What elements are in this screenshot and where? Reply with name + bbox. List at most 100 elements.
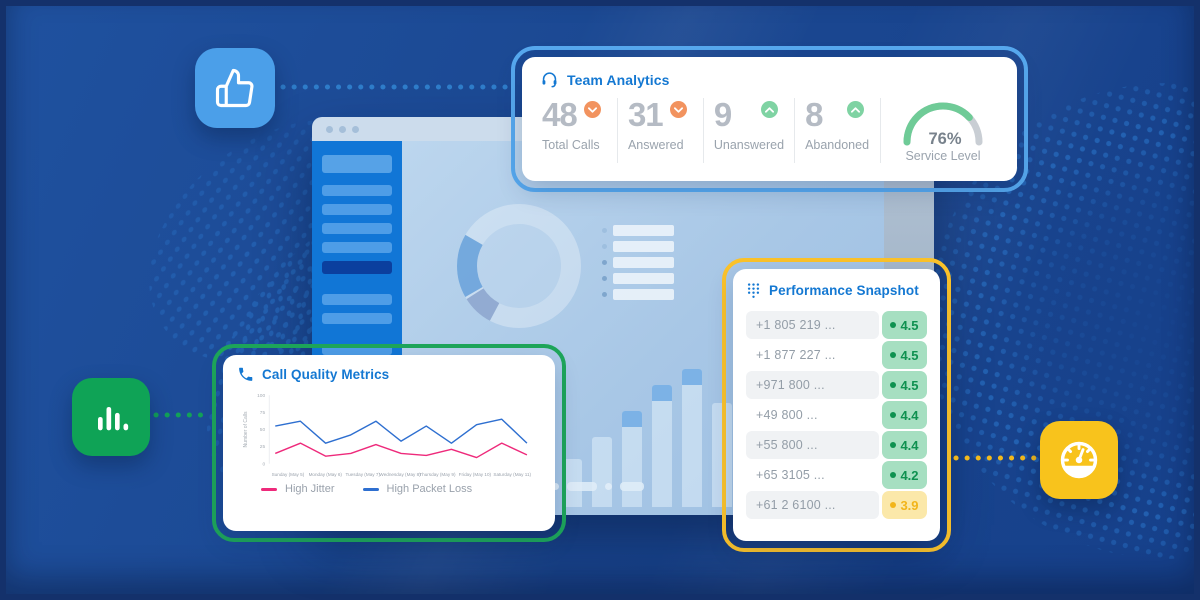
status-dot-icon (890, 322, 897, 328)
performance-row: +1 877 227 ... 4.5 (746, 341, 927, 369)
stat-label: Unanswered (713, 138, 785, 152)
stat-label: Service Level (905, 149, 981, 163)
bullet-icon (602, 228, 607, 233)
sidebar-menu-bar (322, 242, 392, 253)
trend-up-icon (761, 101, 779, 118)
mockup-list-row (602, 225, 674, 236)
bar-chart-tile (72, 378, 150, 456)
y-tick-label: 50 (260, 427, 266, 433)
performance-row: +55 800 ... 4.4 (746, 431, 927, 459)
service-level-gauge: 76% (903, 102, 983, 148)
status-dot-icon (890, 352, 897, 358)
mockup-list (602, 225, 674, 305)
card-title: Performance Snapshot (769, 283, 919, 298)
series-line (275, 418, 528, 444)
service-level-stat: 76% Service Level (881, 98, 999, 163)
team-stat: 8 Abandoned (795, 98, 881, 163)
stat-label: Abandoned (805, 138, 870, 152)
sidebar-menu-bar (322, 313, 392, 324)
score-value: 4.4 (900, 407, 919, 423)
x-tick-label: Monday (May 6) (309, 472, 343, 477)
trend-down-icon (583, 101, 601, 118)
score-value: 4.5 (900, 347, 919, 363)
phone-number: +61 2 6100 ... (746, 491, 879, 519)
sidebar-menu-bar (322, 344, 392, 355)
sidebar-menu-bar (322, 294, 392, 305)
mockup-list-row (602, 273, 674, 284)
phone-number: +1 805 219 ... (746, 311, 879, 339)
score-value: 4.4 (900, 437, 919, 453)
legend-label: High Jitter (285, 483, 335, 495)
trend-down-icon (669, 101, 687, 118)
dialpad-icon (747, 283, 760, 298)
x-tick-label: Tuesday (May 7) (345, 472, 380, 477)
x-tick-label: Saturday (May 11) (493, 472, 531, 477)
status-dot-icon (890, 472, 897, 478)
score-badge: 4.4 (882, 431, 927, 459)
bullet-icon (602, 260, 607, 265)
score-value: 4.5 (900, 317, 919, 333)
phone-number: +65 3105 ... (756, 468, 825, 482)
phone-icon (239, 367, 253, 381)
team-stat: 31 Answered (618, 98, 704, 163)
x-tick-label: Thursday (May 9) (419, 472, 456, 477)
y-tick-label: 25 (260, 444, 266, 450)
y-tick-label: 0 (262, 461, 265, 467)
window-dot-icon (352, 125, 359, 133)
performance-row: +61 2 6100 ... 3.9 (746, 491, 927, 519)
gauge-icon (1060, 441, 1098, 479)
stat-value: 9 (713, 96, 732, 133)
sidebar-menu-bar-selected (322, 261, 392, 274)
headset-icon (542, 72, 557, 88)
series-line (274, 442, 528, 459)
score-badge: 4.2 (882, 461, 927, 489)
phone-number: +1 877 227 ... (756, 348, 836, 362)
call-quality-card: Call Quality Metrics 0 25 50 75 100 Number of… (212, 344, 566, 542)
mockup-list-row (602, 241, 674, 252)
score-value: 3.9 (900, 497, 919, 513)
bar-chart-icon (98, 407, 129, 431)
sidebar-menu-bar (322, 223, 392, 234)
stat-value: 48 (542, 96, 578, 133)
score-badge: 4.5 (882, 311, 927, 339)
bullet-icon (602, 276, 607, 281)
sidebar-menu-bar (322, 185, 392, 196)
score-value: 4.2 (900, 467, 919, 483)
sidebar-menu-bar (322, 204, 392, 215)
mockup-list-row (602, 257, 674, 268)
legend-swatch-icon (261, 487, 277, 491)
team-stats: 48 Total Calls 31 Answered 9 Unanswered … (540, 98, 999, 163)
team-stat: 9 Unanswered (704, 96, 796, 163)
stat-label: Answered (627, 138, 684, 152)
trend-up-icon (847, 101, 864, 118)
performance-snapshot-card: Performance Snapshot +1 805 219 ... 4.5 … (722, 258, 951, 552)
bullet-icon (602, 244, 607, 249)
gauge-value: 76% (928, 130, 961, 148)
status-dot-icon (890, 442, 897, 448)
bullet-icon (602, 292, 607, 297)
gauge-fill (903, 102, 983, 146)
team-analytics-card: Team Analytics 48 Total Calls 31 Answere… (511, 46, 1028, 192)
card-title: Team Analytics (567, 71, 670, 88)
stat-label: Total Calls (542, 138, 600, 152)
performance-row: +65 3105 ... 4.2 (746, 461, 927, 489)
status-dot-icon (890, 382, 897, 388)
donut-chart-graphic (457, 204, 581, 328)
status-dot-icon (890, 502, 897, 508)
thumbs-up-icon (215, 68, 254, 108)
chart-legend: High Jitter High Packet Loss (237, 483, 541, 495)
call-quality-plot: 0 25 50 75 100 Number of Calls Sunday (May 5) M… (243, 393, 531, 477)
performance-row: +1 805 219 ... 4.5 (746, 311, 927, 339)
score-badge: 4.5 (882, 341, 927, 369)
sidebar-menu-bar (322, 155, 392, 173)
x-tick-label: Friday (May 10) (459, 472, 492, 477)
performance-row: +971 800 ... 4.5 (746, 371, 927, 399)
mockup-list-row (602, 289, 674, 300)
x-tick-label: Sunday (May 5) (272, 472, 305, 477)
score-badge: 4.5 (882, 371, 927, 399)
window-dot-icon (326, 125, 333, 133)
phone-number: +971 800 ... (746, 371, 879, 399)
legend-swatch-icon (362, 487, 379, 491)
score-badge: 3.9 (882, 491, 927, 519)
